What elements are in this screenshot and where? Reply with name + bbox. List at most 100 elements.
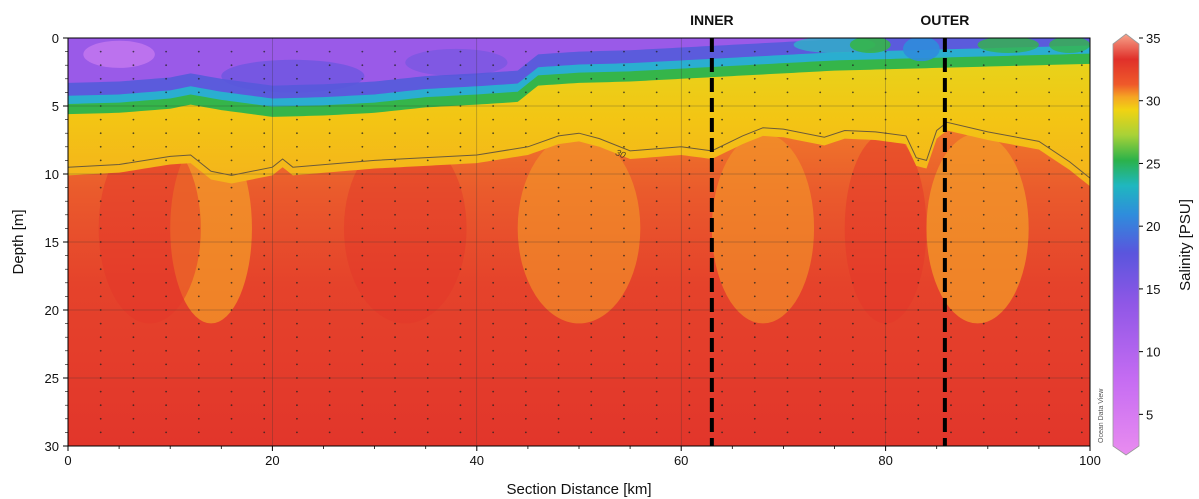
sample-dot <box>982 118 985 121</box>
sample-dot <box>394 336 396 339</box>
sample-dot <box>394 50 396 53</box>
sample-dot <box>590 363 593 366</box>
x-tick-label: 40 <box>470 453 484 468</box>
sample-dot <box>197 431 200 434</box>
sample-dot <box>721 417 723 420</box>
sample-dot <box>165 64 168 67</box>
sample-dot <box>655 417 658 420</box>
sample-dot <box>230 336 233 339</box>
sample-dot <box>721 322 723 325</box>
sample-dot <box>426 64 429 67</box>
sample-dot <box>394 145 396 148</box>
sample-dot <box>492 336 495 339</box>
sample-dot <box>328 390 331 393</box>
sample-dot <box>590 132 593 135</box>
sample-dot <box>917 132 920 135</box>
sample-dot <box>361 349 364 352</box>
colorbar-tick-label: 30 <box>1146 94 1160 109</box>
sample-dot <box>721 390 723 393</box>
sample-dot <box>132 281 135 284</box>
sample-dot <box>1015 186 1018 189</box>
sample-dot <box>623 404 625 407</box>
sample-dot <box>426 159 429 162</box>
sample-dot <box>623 254 625 257</box>
sample-dot <box>524 404 527 407</box>
sample-dot <box>459 390 462 393</box>
sample-dot <box>721 268 723 271</box>
sample-dot <box>99 322 102 325</box>
sample-dot <box>361 50 364 53</box>
sample-dot <box>950 322 952 325</box>
sample-dot <box>361 145 364 148</box>
sample-dot <box>786 390 789 393</box>
sample-dot <box>1080 431 1083 434</box>
sample-dot <box>230 227 233 230</box>
sample-dot <box>623 159 625 162</box>
sample-dot <box>623 64 625 67</box>
colorbar-tick-label: 10 <box>1146 345 1160 360</box>
sample-dot <box>1015 281 1018 284</box>
sample-dot <box>394 295 396 298</box>
sample-dot <box>230 390 233 393</box>
sample-dot <box>328 431 331 434</box>
sample-dot <box>263 417 266 420</box>
sample-dot <box>197 295 200 298</box>
sample-dot <box>361 91 364 94</box>
sample-dot <box>492 91 495 94</box>
sample-dot <box>557 322 560 325</box>
sample-dot <box>753 213 756 216</box>
sample-dot <box>361 132 364 135</box>
sample-dot <box>557 50 560 53</box>
sample-dot <box>1048 281 1051 284</box>
sample-dot <box>688 349 691 352</box>
sample-dot <box>819 404 822 407</box>
sample-dot <box>557 186 560 189</box>
sample-dot <box>688 281 691 284</box>
sample-dot <box>851 77 854 80</box>
y-tick-label: 20 <box>45 303 59 318</box>
sample-dot <box>132 363 135 366</box>
sample-dot <box>688 295 691 298</box>
colorbar-body <box>1112 33 1140 456</box>
sample-dot <box>721 336 723 339</box>
sample-dot <box>1080 91 1083 94</box>
sample-dot <box>851 336 854 339</box>
sample-dot <box>786 336 789 339</box>
sample-dot <box>524 390 527 393</box>
sample-dot <box>328 186 331 189</box>
sample-dot <box>1080 363 1083 366</box>
sample-dot <box>1048 64 1051 67</box>
sample-dot <box>623 281 625 284</box>
colorbar-ticks: 5 10 15 20 25 30 35 <box>1139 31 1160 422</box>
sample-dot <box>296 254 298 257</box>
sample-dot <box>263 390 266 393</box>
sample-dot <box>623 363 625 366</box>
sample-dot <box>492 213 495 216</box>
sample-dot <box>165 213 168 216</box>
sample-dot <box>132 417 135 420</box>
sample-dot <box>394 200 396 203</box>
sample-dot <box>688 132 691 135</box>
sample-dot <box>982 50 985 53</box>
sample-dot <box>132 349 135 352</box>
sample-dot <box>557 159 560 162</box>
sample-dot <box>950 295 952 298</box>
sample-dot <box>263 132 266 135</box>
sample-dot <box>623 417 625 420</box>
sample-dot <box>655 186 658 189</box>
sample-dot <box>590 349 593 352</box>
sample-dot <box>328 50 331 53</box>
sample-dot <box>99 64 102 67</box>
sample-dot <box>753 281 756 284</box>
sample-dot <box>688 417 691 420</box>
sample-dot <box>197 254 200 257</box>
sample-dot <box>296 186 298 189</box>
sample-dot <box>688 254 691 257</box>
sample-dot <box>165 77 168 80</box>
sample-dot <box>165 118 168 121</box>
sample-dot <box>623 227 625 230</box>
sample-dot <box>1080 336 1083 339</box>
sample-dot <box>819 145 822 148</box>
sample-dot <box>263 118 266 121</box>
sample-dot <box>492 431 495 434</box>
